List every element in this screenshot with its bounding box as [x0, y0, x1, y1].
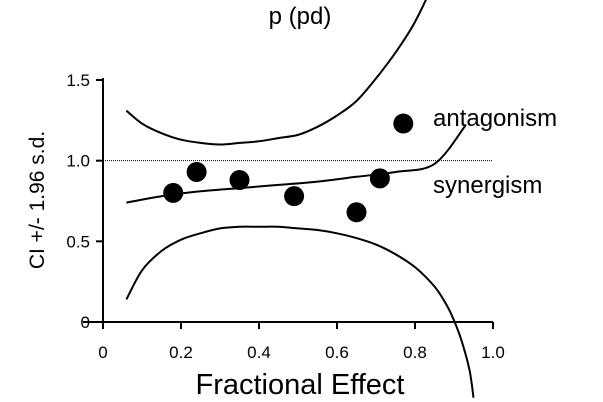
y-tick-label: 1.5: [66, 71, 90, 90]
data-point: [163, 182, 184, 203]
annotation-synergism: synergism: [433, 172, 542, 199]
ticks: 0 0.2 0.4 0.6 0.8 1.0 0 0.5 1.0 1.5: [66, 71, 504, 362]
data-point: [186, 161, 207, 182]
y-axis-title: CI +/- 1.96 s.d.: [26, 131, 49, 269]
x-tick-label: 1.0: [481, 343, 505, 362]
upper-confidence-bound: [125, 0, 427, 146]
data-point: [393, 113, 414, 134]
annotation-antagonism: antagonism: [433, 105, 557, 132]
data-points: [163, 113, 414, 223]
x-tick-label: 0.4: [247, 343, 271, 362]
data-point: [284, 186, 305, 207]
lower-confidence-bound: [125, 225, 475, 398]
x-axis-title: Fractional Effect: [195, 369, 404, 401]
chart-title-fragment: p (pd): [269, 3, 332, 30]
data-point: [369, 168, 390, 189]
data-point: [346, 202, 367, 223]
x-tick-label: 0: [98, 343, 107, 362]
x-tick-label: 0.6: [325, 343, 349, 362]
y-tick-label: 0.5: [66, 232, 90, 251]
x-tick-label: 0.2: [169, 343, 193, 362]
axes: [83, 78, 493, 323]
x-tick-label: 0.8: [403, 343, 427, 362]
data-point: [229, 170, 250, 191]
y-tick-label: 1.0: [66, 152, 90, 171]
y-tick-label: 0: [81, 313, 90, 332]
